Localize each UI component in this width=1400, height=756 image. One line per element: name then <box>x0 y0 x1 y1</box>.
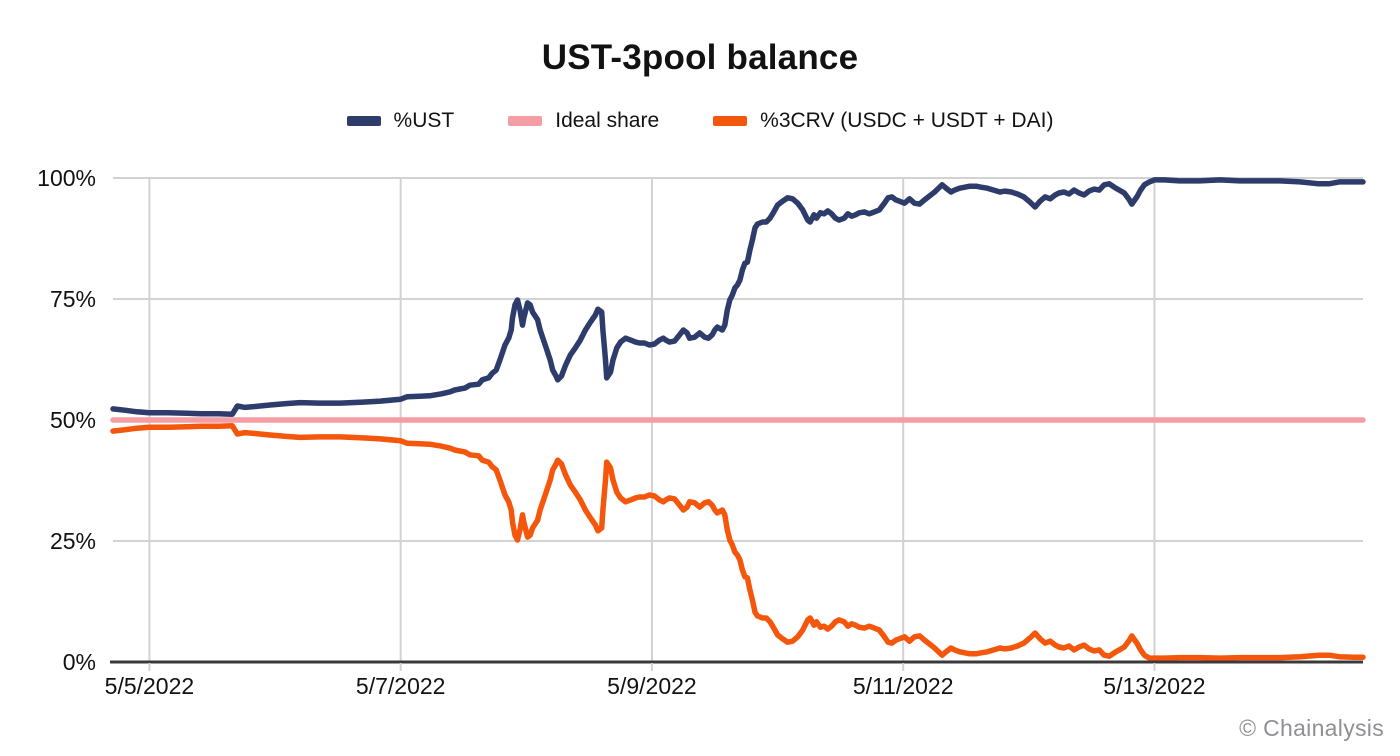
legend-item-ideal-share: Ideal share <box>508 109 659 133</box>
series-line-3crv <box>110 423 1366 661</box>
legend-label-ideal-share: Ideal share <box>555 109 660 132</box>
x-tick-label-5-13: 5/13/2022 <box>1103 673 1206 699</box>
x-tick-label-5-11: 5/11/2022 <box>852 673 954 699</box>
y-tick-label-100: 100% <box>37 165 96 191</box>
legend-item-3crv: %3CRV (USDC + USDT + DAI) <box>713 109 1053 133</box>
chainalysis-watermark: © Chainalysis <box>1239 715 1384 741</box>
y-tick-label-0: 0% <box>62 649 96 675</box>
legend-label-ust: %UST <box>393 109 455 132</box>
legend-swatch-3crv <box>713 116 748 126</box>
y-tick-label-75: 75% <box>49 286 96 312</box>
page-title: UST-3pool balance <box>541 38 859 77</box>
x-tick-label-5-7: 5/7/2022 <box>355 673 446 699</box>
legend-item-ust: %UST <box>346 109 455 133</box>
y-tick-label-50: 50% <box>49 407 96 433</box>
legend: %UST Ideal share %3CRV (USDC + USDT + DA… <box>0 109 1400 133</box>
legend-swatch-ideal-share <box>508 116 543 126</box>
legend-swatch-ust <box>346 116 381 126</box>
legend-label-3crv: %3CRV (USDC + USDT + DAI) <box>760 109 1054 132</box>
x-tick-label-5-5: 5/5/2022 <box>104 673 195 699</box>
y-tick-label-25: 25% <box>49 528 96 554</box>
x-tick-label-5-9: 5/9/2022 <box>607 673 697 699</box>
series-line-ust <box>110 177 1366 417</box>
